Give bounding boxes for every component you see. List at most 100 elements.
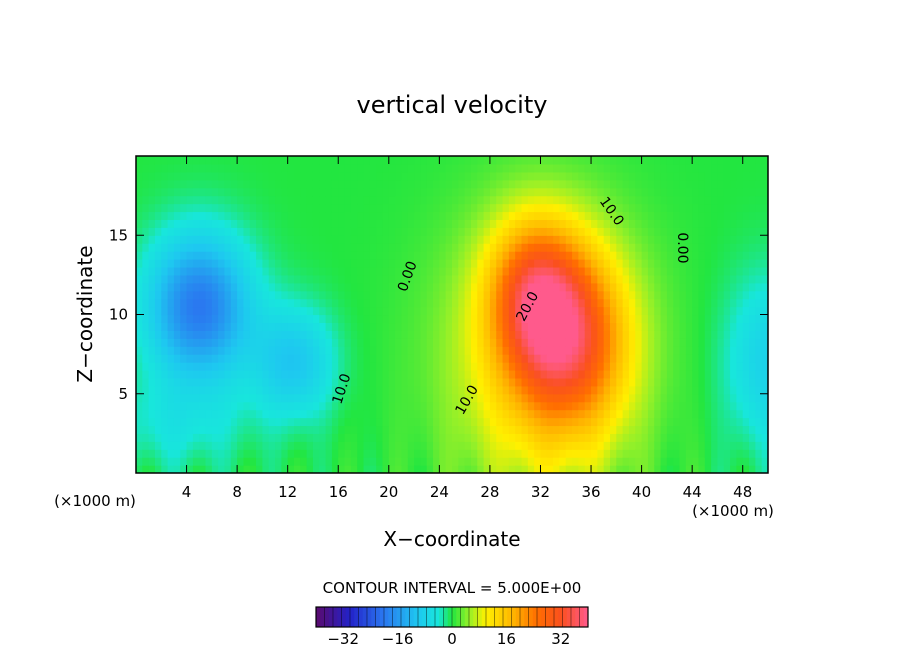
field-cell [205, 163, 213, 173]
colorbar-swatch [562, 607, 568, 627]
field-cell [414, 425, 421, 434]
field-cell [325, 425, 333, 434]
field-cell [154, 465, 162, 473]
field-cell [584, 195, 592, 205]
field-cell [515, 417, 523, 427]
field-cell [635, 227, 643, 236]
field-cell [325, 314, 333, 324]
field-cell [673, 314, 681, 324]
field-cell [755, 338, 763, 347]
field-cell [546, 163, 554, 173]
field-cell [294, 259, 301, 268]
field-cell [312, 362, 320, 371]
field-cell [136, 465, 143, 473]
field-cell [597, 274, 605, 284]
field-cell [363, 322, 371, 331]
colorbar-swatch [456, 607, 461, 627]
field-cell [692, 441, 700, 450]
field-cell [262, 306, 270, 316]
field-cell [294, 409, 301, 419]
field-cell [452, 346, 459, 355]
field-cell [426, 369, 434, 379]
field-cell [426, 203, 434, 213]
field-cell [452, 211, 459, 220]
field-cell [527, 346, 535, 355]
field-cell [306, 195, 314, 205]
field-cell [275, 266, 282, 276]
field-cell [666, 346, 674, 355]
field-cell [433, 354, 440, 363]
field-cell [470, 377, 478, 387]
field-cell [679, 219, 687, 228]
field-cell [622, 163, 630, 173]
field-cell [679, 417, 687, 427]
field-cell [154, 362, 162, 371]
field-cell [452, 385, 459, 395]
field-cell [654, 243, 662, 252]
field-cell [489, 266, 497, 276]
field-cell [388, 465, 396, 473]
field-cell [673, 306, 681, 316]
field-cell [635, 362, 643, 371]
field-cell [186, 179, 194, 189]
field-cell [262, 377, 270, 387]
field-cell [173, 385, 181, 395]
field-cell [205, 259, 213, 268]
field-cell [148, 235, 156, 244]
field-cell [470, 330, 478, 339]
field-cell [610, 322, 617, 331]
field-cell [755, 203, 763, 213]
field-cell [256, 298, 263, 308]
field-cell [331, 385, 339, 395]
field-cell [603, 346, 611, 355]
field-cell [635, 385, 643, 395]
field-cell [666, 354, 674, 363]
field-cell [540, 417, 548, 427]
field-cell [224, 433, 232, 442]
field-cell [610, 163, 617, 173]
field-cell [572, 393, 579, 403]
field-cell [180, 156, 188, 165]
field-cell [388, 433, 396, 442]
field-cell [382, 330, 390, 339]
field-cell [357, 211, 365, 220]
field-cell [565, 354, 573, 363]
field-cell [382, 163, 390, 173]
field-cell [180, 369, 188, 379]
field-cell [723, 282, 731, 292]
field-cell [243, 227, 251, 236]
field-cell [483, 362, 491, 371]
field-cell [572, 330, 579, 339]
field-cell [350, 187, 358, 197]
field-cell [426, 171, 434, 181]
field-cell [603, 171, 611, 181]
field-cell [300, 314, 308, 324]
field-cell [565, 369, 573, 379]
field-cell [723, 211, 731, 220]
field-cell [464, 219, 472, 228]
field-cell [319, 251, 327, 260]
field-cell [173, 409, 181, 419]
field-cell [723, 441, 731, 450]
field-cell [685, 298, 693, 308]
field-cell [161, 187, 169, 197]
field-cell [154, 385, 162, 395]
field-cell [736, 449, 744, 458]
field-cell [540, 465, 548, 473]
field-cell [237, 330, 245, 339]
field-cell [692, 409, 700, 419]
field-cell [723, 369, 731, 379]
field-cell [628, 433, 636, 442]
field-cell [211, 274, 219, 284]
field-cell [445, 322, 453, 331]
field-cell [268, 203, 276, 213]
field-cell [407, 449, 415, 458]
field-cell [679, 266, 687, 276]
field-cell [736, 163, 744, 173]
field-cell [439, 409, 447, 419]
field-cell [243, 457, 251, 466]
field-cell [407, 163, 415, 173]
field-cell [407, 465, 415, 473]
field-cell [736, 330, 744, 339]
